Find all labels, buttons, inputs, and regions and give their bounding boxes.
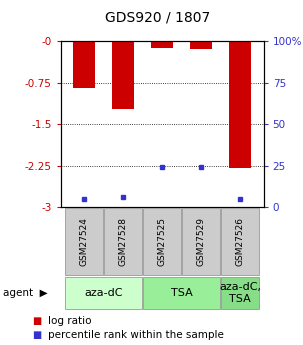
Bar <box>65 277 142 309</box>
Text: percentile rank within the sample: percentile rank within the sample <box>48 330 224 339</box>
Bar <box>229 41 251 168</box>
Bar <box>182 208 220 275</box>
Text: GSM27526: GSM27526 <box>236 217 245 266</box>
Text: aza-dC,
TSA: aza-dC, TSA <box>219 283 261 304</box>
Text: agent  ▶: agent ▶ <box>3 288 48 298</box>
Bar <box>221 208 259 275</box>
Text: aza-dC: aza-dC <box>84 288 123 298</box>
Text: GSM27524: GSM27524 <box>79 217 88 266</box>
Text: TSA: TSA <box>171 288 192 298</box>
Bar <box>143 277 220 309</box>
Bar <box>65 208 103 275</box>
Text: GDS920 / 1807: GDS920 / 1807 <box>105 10 210 24</box>
Text: GSM27529: GSM27529 <box>197 217 206 266</box>
Bar <box>112 41 134 109</box>
Text: log ratio: log ratio <box>48 316 92 326</box>
Bar <box>73 41 95 88</box>
Bar <box>221 277 259 309</box>
Text: GSM27528: GSM27528 <box>118 217 128 266</box>
Bar <box>190 41 212 49</box>
Bar <box>143 208 181 275</box>
Text: GSM27525: GSM27525 <box>158 217 167 266</box>
Bar <box>152 41 173 48</box>
Text: ■: ■ <box>32 330 41 339</box>
Text: ■: ■ <box>32 316 41 326</box>
Bar <box>104 208 142 275</box>
